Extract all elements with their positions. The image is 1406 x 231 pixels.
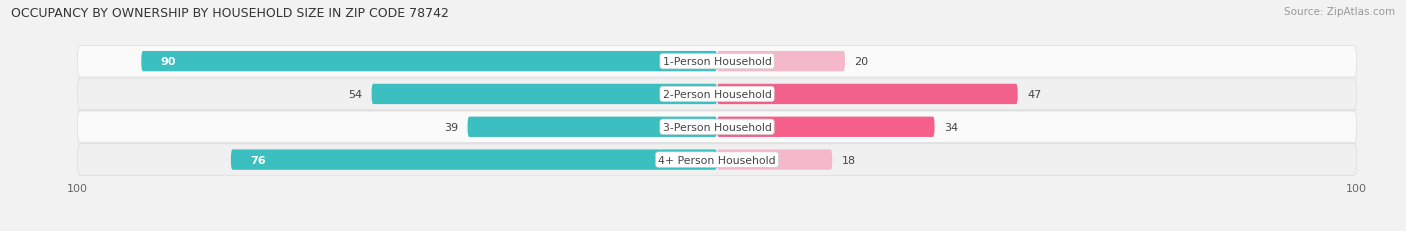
FancyBboxPatch shape [717, 117, 935, 137]
FancyBboxPatch shape [717, 84, 1018, 105]
Text: 1-Person Household: 1-Person Household [662, 57, 772, 67]
FancyBboxPatch shape [468, 117, 717, 137]
Text: 47: 47 [1028, 90, 1042, 100]
FancyBboxPatch shape [77, 46, 1357, 78]
FancyBboxPatch shape [77, 112, 1357, 143]
Text: 39: 39 [444, 122, 458, 132]
Text: 54: 54 [347, 90, 361, 100]
FancyBboxPatch shape [231, 150, 717, 170]
Text: 20: 20 [855, 57, 869, 67]
Text: 2-Person Household: 2-Person Household [662, 90, 772, 100]
FancyBboxPatch shape [77, 144, 1357, 176]
FancyBboxPatch shape [77, 79, 1357, 110]
Text: 18: 18 [842, 155, 856, 165]
Text: 4+ Person Household: 4+ Person Household [658, 155, 776, 165]
Text: 76: 76 [250, 155, 266, 165]
Text: 34: 34 [945, 122, 959, 132]
FancyBboxPatch shape [717, 52, 845, 72]
FancyBboxPatch shape [717, 150, 832, 170]
FancyBboxPatch shape [141, 52, 717, 72]
Legend: Owner-occupied, Renter-occupied: Owner-occupied, Renter-occupied [596, 228, 838, 231]
Text: 3-Person Household: 3-Person Household [662, 122, 772, 132]
Text: Source: ZipAtlas.com: Source: ZipAtlas.com [1284, 7, 1395, 17]
Text: OCCUPANCY BY OWNERSHIP BY HOUSEHOLD SIZE IN ZIP CODE 78742: OCCUPANCY BY OWNERSHIP BY HOUSEHOLD SIZE… [11, 7, 449, 20]
FancyBboxPatch shape [371, 84, 717, 105]
Text: 90: 90 [160, 57, 176, 67]
